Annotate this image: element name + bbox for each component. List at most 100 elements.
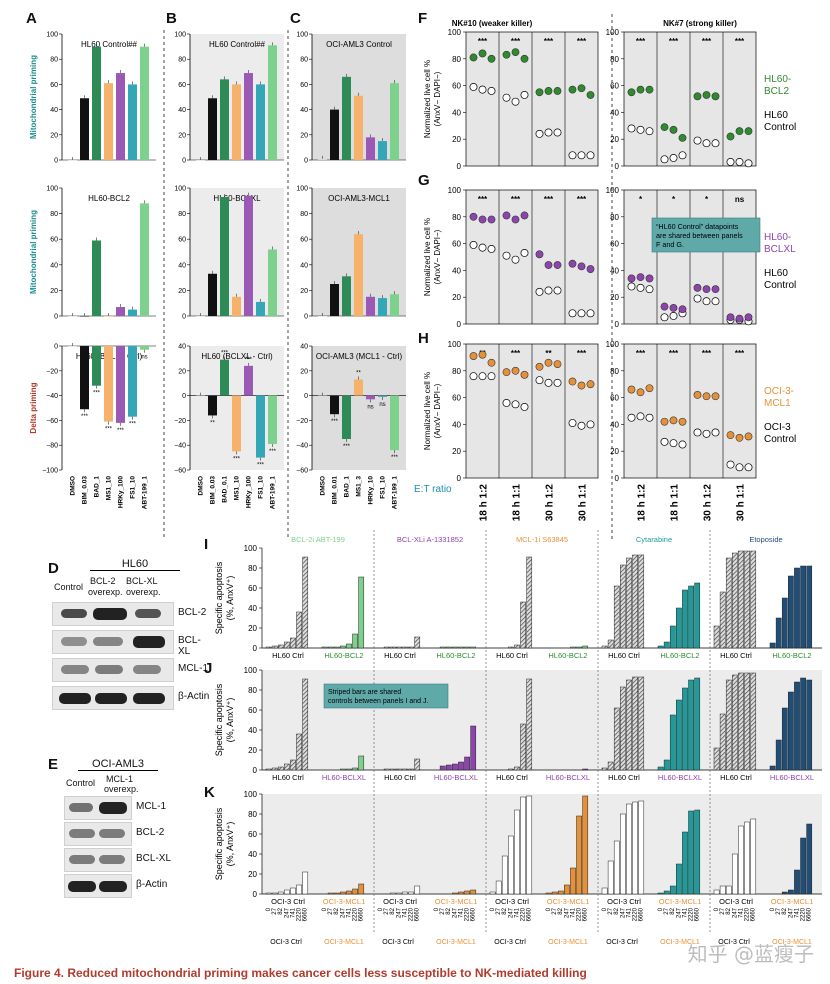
- apop-J-ylabel: Specific apoptosis: [214, 683, 224, 756]
- apop-J-control-bar: [744, 672, 750, 771]
- panelC-top-bar: [390, 83, 399, 160]
- apop-I-control-bar: [632, 554, 638, 649]
- panelB-bot-sig: ***: [233, 456, 241, 462]
- apop-dose-label: 2220: [465, 907, 471, 921]
- nk-G-L-treated-point: [544, 261, 553, 269]
- apop-J-control-bar: [277, 766, 284, 771]
- apop-J-treated-bar: [781, 707, 788, 771]
- apop-J-control-bar: [265, 768, 272, 771]
- panelB-mid-bar: [256, 301, 265, 316]
- panelC-x-label: ABT-199_1: [392, 476, 399, 510]
- apop-K-control-bar: [302, 871, 309, 895]
- apop-K-control-bar: [265, 892, 272, 895]
- panelB-bot-tick-label: −40: [174, 443, 186, 450]
- apop-K-ctrl-label: OCI-3 Ctrl: [495, 897, 529, 906]
- apop-J-control-bar: [613, 707, 620, 771]
- blot-e-label-actin: β-Actin: [136, 879, 168, 890]
- panelC-mid-bar: [390, 294, 399, 316]
- apop-dose-label: 247: [340, 907, 346, 918]
- apop-K-treated-bar: [464, 890, 470, 895]
- nk-H-ytick-label: 0: [457, 474, 462, 483]
- nk-G-L-treated-point: [511, 215, 520, 224]
- apop-J-control-bar: [520, 723, 526, 771]
- nk-F-R-treated-point: [627, 88, 636, 97]
- apop-K-tick-label: 20: [248, 870, 257, 879]
- nk-G-R-treated-point: [627, 274, 636, 283]
- apop-I-control-bar: [271, 645, 278, 649]
- apop-J-control-bar: [738, 672, 744, 771]
- apop-J-tick-label: 60: [248, 706, 257, 715]
- apop-dose-label: 247: [788, 907, 794, 918]
- nk-F-L-control-point: [487, 87, 496, 95]
- apop-K-treated-bar: [551, 891, 558, 895]
- apop-J-treated-bar: [582, 768, 589, 771]
- apop-K-treated-bar: [669, 885, 676, 895]
- blot-d-row-bclxl: [52, 630, 174, 654]
- nk-H-R-control-point: [726, 460, 735, 469]
- nk-G-R-sig: *: [639, 195, 643, 204]
- apop-dose-label: 27: [384, 907, 390, 914]
- apop-J-ctrl-label: HL60 Ctrl: [608, 773, 640, 782]
- apop-K-control-bar: [271, 892, 278, 895]
- panelC-x-label: DMSO: [320, 476, 327, 496]
- apop-I-treated-bar: [458, 646, 464, 649]
- apop-dose-label: 247: [564, 907, 570, 918]
- panelA-mid-bar: [128, 309, 137, 316]
- nk-F-L-treated-point: [520, 54, 529, 63]
- apop-K-control-bar: [495, 880, 502, 895]
- apop-dose-label: 27: [664, 907, 670, 914]
- apop-I-treated-bar: [464, 646, 470, 649]
- nk-G-R-control-point: [702, 297, 711, 306]
- panelA-mid-bar: [104, 316, 113, 317]
- apop-J-treated-bar: [452, 763, 458, 771]
- apop-k-trt-xlabel: OCI-3-MCL1: [660, 939, 700, 946]
- apop-dose-label: 741: [514, 907, 520, 918]
- nk-H-ylabel2: (AnxV− DAPI−): [433, 383, 442, 438]
- nk-H-L-control-point: [553, 378, 562, 387]
- nk-G-L-control-point: [487, 245, 496, 253]
- apop-K-control-bar: [732, 853, 738, 895]
- apop-I-treated-bar: [657, 645, 664, 649]
- apop-K-control-bar: [389, 892, 396, 895]
- apop-I-control-bar: [607, 639, 614, 649]
- panelB-top-bar: [244, 73, 253, 160]
- panelC-top-tick-label: 80: [300, 57, 308, 64]
- panelB-mid-bar: [232, 296, 241, 316]
- panelC-bot-tick-label: 0: [304, 393, 308, 400]
- apop-dose-label: 0: [602, 907, 608, 911]
- apop-I-treated-bar: [445, 646, 452, 649]
- blot-d-row-actin: [52, 686, 174, 710]
- panelC-mid-tick-label: 60: [300, 237, 308, 244]
- nk-H-R-treated-point: [636, 388, 645, 397]
- apop-I-control-bar: [296, 611, 302, 649]
- apop-I-treated-bar: [358, 576, 365, 649]
- apop-K-control-bar: [725, 885, 732, 895]
- nk-G-R-sig: *: [672, 195, 676, 204]
- panelA-bot-bar: [116, 346, 125, 423]
- panelB-x-label: HRKy_100: [246, 476, 253, 509]
- apop-drug-title: Cytarabine: [636, 535, 672, 544]
- apop-dose-label: 6660: [695, 907, 701, 921]
- apop-K-treated-bar: [564, 884, 570, 895]
- panelA-bot-tick-label: 0: [54, 344, 58, 351]
- nk-G-L-control-point: [553, 286, 562, 295]
- panelB-bot-bar: [208, 395, 217, 416]
- nk-H-R-sig: ***: [636, 349, 646, 358]
- panelB-top-tick-label: 20: [178, 132, 186, 139]
- nk-G-R-treated-point: [669, 304, 678, 312]
- apop-drug-title: Etoposide: [749, 535, 782, 544]
- apop-dose-label: 741: [626, 907, 632, 918]
- apop-I-trt-label: HL60-BCL2: [772, 651, 811, 660]
- apop-J-trt-label: HL60-BCLXL: [658, 773, 702, 782]
- nk-G-L-control-point: [568, 309, 577, 318]
- apop-I-treated-bar: [669, 625, 676, 649]
- nk-H-legend-control: OCI-3: [764, 422, 791, 433]
- blot-d-label-bclxl: BCL-XL: [178, 635, 201, 657]
- apop-I-treated-bar: [452, 646, 458, 649]
- panelB-top-tick-label: 40: [178, 107, 186, 114]
- nk-F-L-control-point: [544, 128, 553, 137]
- apop-dose-label: 247: [676, 907, 682, 918]
- apop-K-ctrl-label: OCI-3 Ctrl: [719, 897, 753, 906]
- apop-K-control-bar: [508, 835, 514, 895]
- panel-letter-g: G: [418, 172, 430, 189]
